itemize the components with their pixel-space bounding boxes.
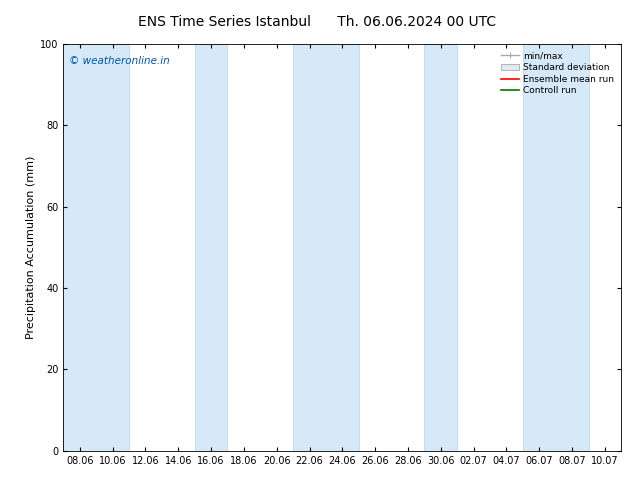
- Text: ENS Time Series Istanbul      Th. 06.06.2024 00 UTC: ENS Time Series Istanbul Th. 06.06.2024 …: [138, 15, 496, 29]
- Bar: [293, 44, 359, 451]
- Bar: [424, 44, 457, 451]
- Bar: [523, 44, 588, 451]
- Legend: min/max, Standard deviation, Ensemble mean run, Controll run: min/max, Standard deviation, Ensemble me…: [498, 49, 617, 98]
- Text: © weatheronline.in: © weatheronline.in: [69, 56, 170, 66]
- Bar: [63, 44, 129, 451]
- Bar: [195, 44, 228, 451]
- Y-axis label: Precipitation Accumulation (mm): Precipitation Accumulation (mm): [26, 156, 36, 339]
